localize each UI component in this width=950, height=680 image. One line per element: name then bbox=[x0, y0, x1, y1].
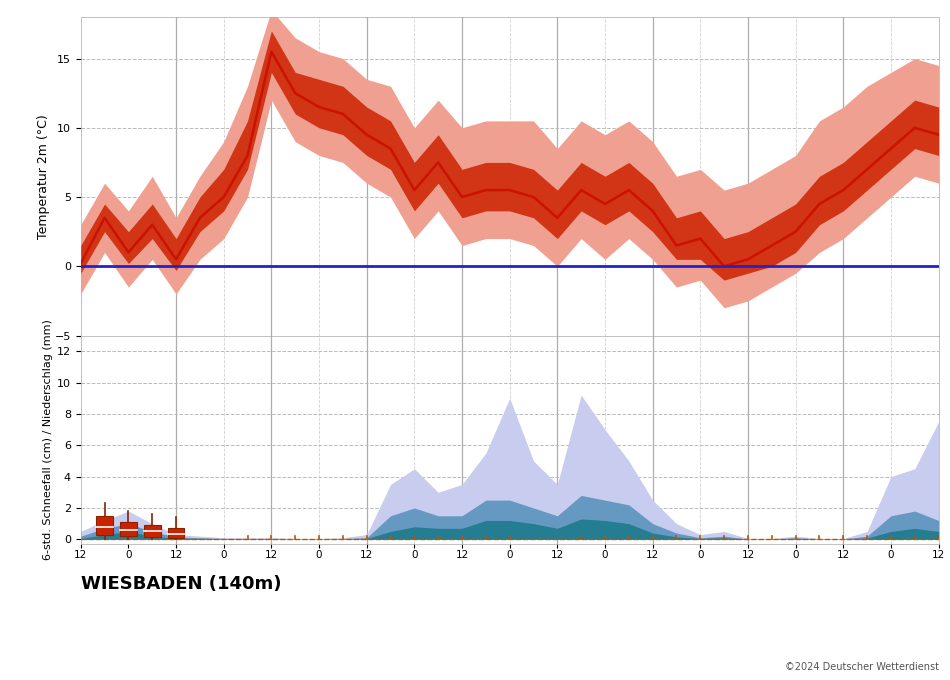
Y-axis label: 6-std. Schneefall (cm) / Niederschlag (mm): 6-std. Schneefall (cm) / Niederschlag (m… bbox=[43, 320, 53, 560]
Text: WIESBADEN (140m): WIESBADEN (140m) bbox=[81, 575, 281, 592]
Text: ©2024 Deutscher Wetterdienst: ©2024 Deutscher Wetterdienst bbox=[785, 662, 939, 672]
Bar bbox=[96, 516, 113, 534]
Bar bbox=[143, 525, 161, 537]
Bar bbox=[168, 528, 184, 538]
Bar bbox=[120, 522, 137, 536]
Y-axis label: Temperatur 2m (°C): Temperatur 2m (°C) bbox=[37, 114, 50, 239]
